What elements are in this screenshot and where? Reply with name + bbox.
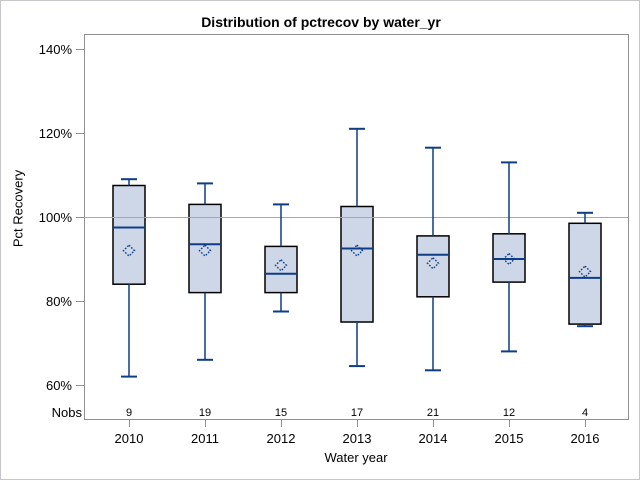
y-axis-title: Pct Recovery xyxy=(10,169,26,248)
x-tick-label: 2016 xyxy=(571,431,600,446)
y-tick-label: 60% xyxy=(46,378,72,393)
mean-diamond xyxy=(350,244,364,258)
box xyxy=(568,222,602,325)
x-tick-label: 2015 xyxy=(495,431,524,446)
nobs-value: 12 xyxy=(503,407,515,419)
x-tick-label: 2013 xyxy=(343,431,372,446)
x-tick-label: 2011 xyxy=(191,431,219,446)
x-tick-label: 2012 xyxy=(267,431,296,446)
x-tick-label: 2014 xyxy=(419,431,448,446)
box xyxy=(112,184,146,285)
y-tick-label: 140% xyxy=(39,42,73,57)
chart-title: Distribution of pctrecov by water_yr xyxy=(201,14,441,30)
box xyxy=(340,205,374,323)
nobs-value: 15 xyxy=(275,407,287,419)
y-tick-label: 120% xyxy=(39,126,73,141)
nobs-value: 4 xyxy=(582,407,588,419)
nobs-value: 21 xyxy=(427,407,439,419)
box xyxy=(416,235,450,298)
x-tick-label: 2010 xyxy=(115,431,144,446)
box xyxy=(264,245,298,294)
nobs-row-label: Nobs xyxy=(51,405,82,420)
mean-diamond xyxy=(274,258,288,272)
y-tick-label: 100% xyxy=(39,210,73,225)
y-tick-label: 80% xyxy=(46,294,72,309)
mean-diamond xyxy=(426,256,440,270)
nobs-value: 17 xyxy=(351,407,363,419)
nobs-value: 19 xyxy=(199,407,211,419)
box xyxy=(492,233,526,283)
mean-diamond xyxy=(502,252,516,266)
mean-diamond xyxy=(578,265,592,279)
mean-diamond xyxy=(198,244,212,258)
mean-diamond xyxy=(122,244,136,258)
nobs-value: 9 xyxy=(126,407,132,419)
x-axis-title: Water year xyxy=(324,450,388,465)
